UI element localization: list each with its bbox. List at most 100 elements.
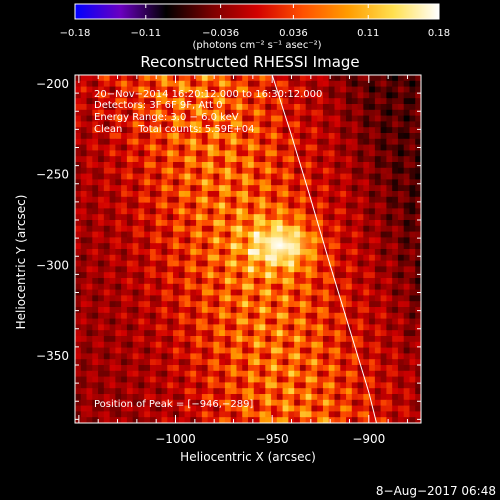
heatmap-cell [126,80,134,88]
heatmap-cell [167,376,174,383]
heatmap-cell [340,295,347,302]
heatmap-cell [276,150,284,157]
heatmap-cell [248,191,255,198]
heatmap-cell [126,266,134,273]
heatmap-cell [346,138,353,146]
heatmap-cell [317,237,324,244]
heatmap-cell [92,115,99,122]
heatmap-cell [253,411,261,418]
heatmap-cell [242,237,249,244]
heatmap-cell [178,162,186,169]
heatmap-cell [397,365,405,372]
heatmap-cell [144,98,151,105]
heatmap-cell [299,127,307,134]
heatmap-cell [224,347,232,354]
heatmap-cell [294,388,301,395]
heatmap-cell [219,150,226,157]
heatmap-cell [184,202,191,209]
heatmap-cell [201,208,209,215]
heatmap-cell [294,196,301,204]
heatmap-cell [224,266,232,273]
heatmap-cell [288,150,295,157]
heatmap-cell [305,370,313,378]
heatmap-cell [184,405,191,412]
heatmap-cell [242,405,249,412]
heatmap-cell [288,115,295,122]
heatmap-cell [248,289,255,296]
heatmap-cell [178,318,186,325]
heatmap-cell [155,214,163,221]
heatmap-cell [184,289,191,296]
heatmap-cell [126,115,134,122]
heatmap-cell [75,370,82,378]
heatmap-cell [236,266,243,273]
heatmap-cell [86,115,93,122]
heatmap-cell [397,80,405,88]
heatmap-cell [230,185,238,192]
heatmap-cell [109,243,116,250]
heatmap-cell [317,80,324,88]
heatmap-cell [248,156,255,163]
heatmap-cell [374,133,382,140]
heatmap-cell [167,336,174,343]
heatmap-cell [288,301,295,308]
heatmap-cell [224,127,232,134]
heatmap-cell [115,382,122,389]
heatmap-cell [380,347,387,354]
heatmap-cell [415,98,421,105]
heatmap-cell [328,249,336,256]
heatmap-cell [92,382,99,389]
heatmap-cell [265,191,272,198]
heatmap-cell [340,365,347,372]
heatmap-cell [190,156,197,163]
heatmap-cell [265,318,272,325]
heatmap-cell [259,341,266,349]
heatmap-cell [380,249,387,256]
heatmap-cell [92,249,99,256]
heatmap-cell [80,376,88,383]
heatmap-cell [409,162,416,169]
heatmap-cell [369,109,376,117]
heatmap-cell [265,98,272,105]
heatmap-cell [276,359,284,366]
heatmap-cell [271,307,278,314]
heatmap-cell [328,133,336,140]
heatmap-cell [253,330,261,337]
heatmap-cell [374,231,382,238]
heatmap-cell [253,278,261,285]
heatmap-cell [201,301,209,308]
heatmap-cell [369,86,376,93]
heatmap-cell [92,86,99,93]
heatmap-cell [224,382,232,389]
heatmap-cell [155,80,163,88]
heatmap-cell [178,214,186,221]
heatmap-cell [224,307,232,314]
heatmap-cell [369,98,376,105]
heatmap-cell [178,173,186,180]
heatmap-cell [299,266,307,273]
heatmap-cell [207,283,214,291]
heatmap-cell [144,394,151,401]
heatmap-cell [351,353,359,360]
heatmap-cell [271,330,278,337]
heatmap-cell [322,365,330,372]
heatmap-cell [138,196,145,204]
heatmap-cell [109,144,116,151]
heatmap-cell [155,295,163,302]
heatmap-cell [149,127,157,134]
heatmap-cell [334,405,341,412]
heatmap-cell [126,185,134,192]
heatmap-cell [98,249,105,256]
heatmap-cell [397,417,405,423]
heatmap-cell [138,191,145,198]
heatmap-cell [317,162,324,169]
heatmap-cell [230,173,238,180]
heatmap-cell [115,278,122,285]
heatmap-cell [415,138,421,146]
heatmap-cell [224,75,232,82]
heatmap-cell [311,196,318,204]
heatmap-cell [230,278,238,285]
heatmap-cell [374,208,382,215]
heatmap-cell [98,307,105,314]
heatmap-cell [322,312,330,320]
